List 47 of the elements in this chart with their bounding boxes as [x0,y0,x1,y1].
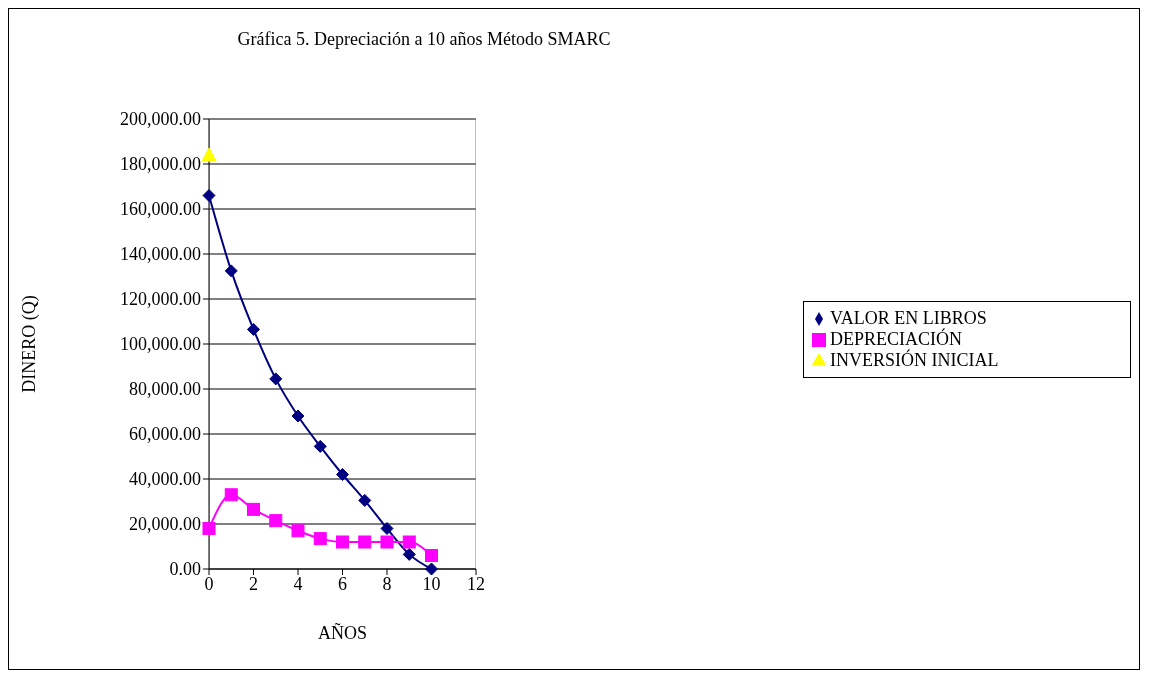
point [425,562,438,576]
point [336,535,349,549]
y-tick-label: 0.00 [169,559,201,580]
chart-title: Gráfica 5. Depreciación a 10 años Método SMARC [236,29,612,50]
point [291,409,305,423]
x-tick-label: 12 [467,573,485,594]
x-tick-label: 2 [249,573,258,594]
point [402,547,416,561]
point [247,322,260,336]
point [202,522,216,535]
y-tick-label: 140,000.00 [120,244,201,265]
x-tick-label: 4 [293,573,303,594]
y-tick-label: 180,000.00 [120,154,201,175]
y-tick-label: 200,000.00 [120,109,201,130]
point [358,535,372,549]
legend-label: DEPRECIACIÓN [830,328,963,349]
point [402,535,416,549]
x-tick-label: 8 [382,573,392,594]
point [291,524,305,538]
point [269,372,283,386]
point [224,264,238,278]
point [313,532,327,546]
point [269,514,283,528]
y-tick-label: 100,000.00 [120,334,201,355]
point [425,549,438,562]
point [201,147,217,162]
y-tick-label: 80,000.00 [129,379,201,400]
y-tick-label: 20,000.00 [129,514,201,535]
point [336,468,349,481]
point [247,502,260,516]
y-tick-label: 120,000.00 [120,289,201,310]
x-tick-label: 10 [422,573,441,594]
point [380,522,394,535]
y-tick-label: 60,000.00 [129,424,201,445]
point [313,439,327,453]
legend-label: INVERSIÓN INICIAL [830,349,999,370]
point [380,535,394,549]
point [202,189,216,202]
y-tick-label: 160,000.00 [120,199,201,220]
point [358,493,372,507]
point [224,488,238,502]
y-axis-title: DINERO (Q) [19,295,41,393]
x-tick-label: 0 [204,573,214,594]
y-tick-label: 40,000.00 [129,469,201,490]
legend-label: VALOR EN LIBROS [830,307,987,328]
x-axis-title: AÑOS [317,622,368,643]
x-tick-label: 6 [338,573,347,594]
